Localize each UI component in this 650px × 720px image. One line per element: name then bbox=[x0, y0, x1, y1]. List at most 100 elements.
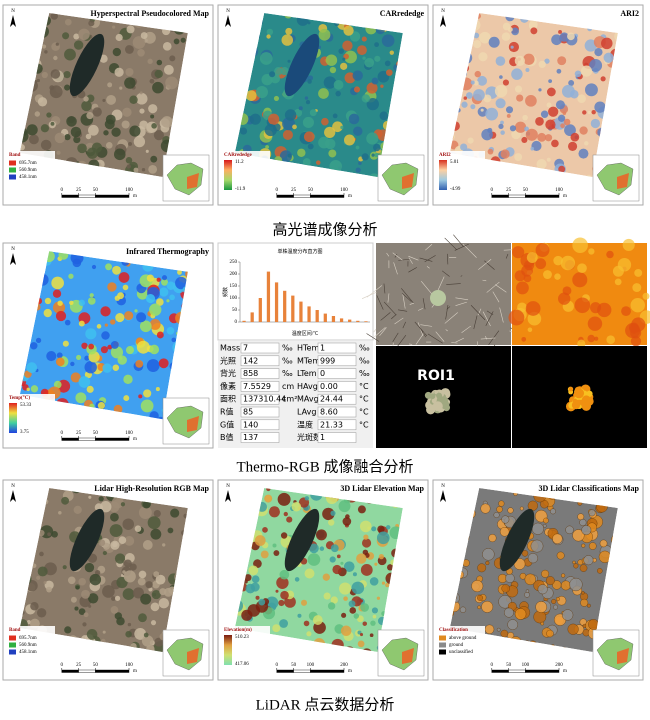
map-texture bbox=[89, 573, 102, 586]
scale-unit: m bbox=[133, 437, 137, 442]
scale-label: 25 bbox=[76, 188, 82, 193]
roi-thermal-blob bbox=[568, 386, 574, 392]
map-texture bbox=[125, 630, 132, 638]
map-texture bbox=[332, 121, 343, 133]
histogram-bar bbox=[323, 313, 327, 322]
map-texture bbox=[484, 624, 495, 635]
map-texture bbox=[493, 512, 500, 519]
thermal-spot bbox=[543, 270, 552, 279]
map-texture bbox=[137, 577, 146, 586]
map-texture bbox=[338, 48, 344, 54]
map-texture bbox=[330, 510, 336, 516]
map-texture bbox=[175, 276, 188, 290]
histogram-y-label: 频数 bbox=[222, 287, 229, 297]
map-texture bbox=[255, 595, 260, 600]
north-label: N bbox=[11, 484, 15, 489]
thermal-spot bbox=[526, 252, 538, 263]
branch bbox=[446, 283, 461, 285]
map-texture bbox=[166, 281, 176, 290]
scale-label: 50 bbox=[291, 663, 297, 668]
legend-label: unclassified bbox=[449, 650, 473, 655]
map-texture bbox=[572, 529, 585, 542]
lake bbox=[284, 33, 320, 97]
branch bbox=[460, 275, 463, 277]
map-texture bbox=[355, 145, 360, 150]
thermal-spot bbox=[606, 250, 614, 259]
map-texture bbox=[132, 36, 146, 49]
map-texture bbox=[351, 581, 365, 595]
thermal-spot bbox=[521, 336, 527, 342]
map-texture bbox=[487, 148, 494, 155]
map-texture bbox=[91, 264, 97, 270]
map-texture bbox=[525, 589, 530, 593]
map-texture bbox=[137, 49, 145, 57]
map-texture bbox=[149, 303, 162, 316]
map-texture bbox=[88, 604, 92, 608]
map-texture bbox=[385, 582, 390, 588]
map-texture bbox=[109, 524, 123, 538]
map-texture bbox=[161, 116, 173, 128]
table-label: MTem bbox=[297, 356, 320, 365]
inset-region bbox=[617, 648, 629, 664]
map-texture bbox=[114, 295, 121, 301]
map-texture bbox=[485, 560, 490, 566]
map-texture bbox=[50, 13, 59, 20]
map-texture bbox=[560, 123, 565, 129]
table-label: LAvg bbox=[297, 408, 316, 417]
map-texture bbox=[107, 82, 113, 88]
map-texture bbox=[344, 134, 356, 146]
map-texture bbox=[140, 32, 148, 39]
map-texture bbox=[122, 284, 129, 291]
map-texture bbox=[36, 78, 41, 83]
legend-swatch bbox=[9, 635, 16, 641]
map-texture bbox=[321, 117, 329, 126]
north-label: N bbox=[441, 9, 445, 14]
map-texture bbox=[112, 25, 116, 29]
table-label: LTem bbox=[297, 369, 317, 378]
map-texture bbox=[55, 357, 65, 367]
map-texture bbox=[360, 603, 369, 612]
map-texture bbox=[544, 58, 550, 64]
map-texture bbox=[118, 536, 127, 545]
north-label: N bbox=[11, 247, 15, 252]
map-texture bbox=[546, 87, 556, 97]
histogram-tick-label: 250 bbox=[230, 260, 238, 265]
scale-segment bbox=[78, 669, 96, 673]
map-texture bbox=[114, 67, 124, 77]
map-texture bbox=[366, 82, 378, 94]
map-texture bbox=[324, 138, 336, 150]
map-texture bbox=[342, 40, 353, 51]
map-texture bbox=[107, 344, 113, 350]
histogram-x-label: 温度区间/℃ bbox=[292, 330, 318, 337]
branch bbox=[386, 252, 390, 257]
map-texture bbox=[180, 37, 186, 43]
map-texture bbox=[138, 613, 147, 623]
map-texture bbox=[361, 153, 369, 161]
table-field bbox=[317, 342, 357, 354]
map-texture bbox=[156, 277, 161, 282]
map-texture bbox=[303, 620, 310, 627]
map-texture bbox=[358, 161, 362, 165]
branch bbox=[383, 283, 386, 294]
map-texture bbox=[465, 92, 473, 99]
map-texture bbox=[463, 96, 468, 100]
table-value: 1 bbox=[320, 433, 325, 442]
branch bbox=[445, 304, 449, 320]
table-unit: °C bbox=[359, 382, 369, 391]
legend-swatch bbox=[9, 642, 16, 648]
branch bbox=[505, 253, 509, 259]
map-texture bbox=[78, 28, 90, 41]
branch bbox=[380, 312, 391, 321]
map-texture bbox=[357, 640, 365, 648]
map-texture bbox=[380, 84, 384, 88]
legend-min: -4.99 bbox=[450, 187, 461, 192]
scale-label: 0 bbox=[61, 188, 64, 193]
scale-label: 100 bbox=[125, 188, 133, 193]
table-unit: ‰ bbox=[359, 356, 370, 365]
map-texture bbox=[273, 95, 280, 101]
branch bbox=[454, 243, 469, 251]
map-texture bbox=[343, 25, 354, 36]
scale-segment bbox=[78, 437, 96, 441]
map-texture bbox=[62, 32, 70, 40]
branch bbox=[408, 267, 417, 273]
